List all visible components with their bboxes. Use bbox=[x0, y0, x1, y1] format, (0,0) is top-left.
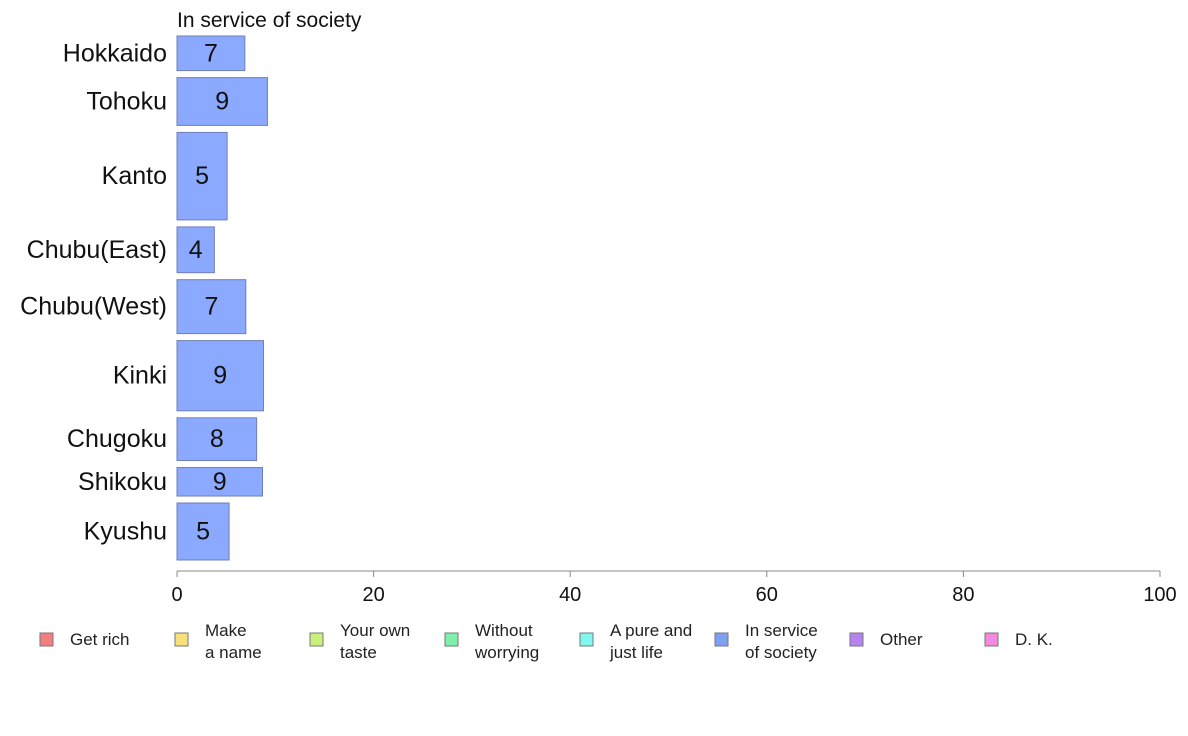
data-label: 9 bbox=[213, 362, 227, 390]
legend-label: Other bbox=[880, 630, 923, 649]
legend-swatch bbox=[444, 632, 459, 647]
legend: Get rich Make a name Your own taste Without wo… bbox=[39, 621, 1053, 662]
chart-title: In service of society bbox=[177, 9, 362, 32]
legend-swatch bbox=[309, 632, 324, 647]
category-label: Chubu(East) bbox=[27, 236, 167, 264]
data-label: 9 bbox=[215, 88, 229, 116]
legend-swatch bbox=[849, 632, 864, 647]
legend-swatch bbox=[39, 632, 54, 647]
legend-label: D. K. bbox=[1015, 630, 1053, 649]
x-tick-label: 40 bbox=[559, 584, 581, 606]
x-tick-label: 100 bbox=[1143, 584, 1176, 606]
category-label: Chubu(West) bbox=[20, 293, 167, 321]
bar bbox=[176, 131, 228, 221]
data-label: 4 bbox=[189, 236, 203, 264]
category-label: Hokkaido bbox=[63, 39, 167, 67]
x-tick-label: 80 bbox=[952, 584, 974, 606]
bar bbox=[176, 467, 264, 497]
bar bbox=[176, 279, 247, 335]
category-label: Tohoku bbox=[86, 88, 167, 116]
x-axis: 0 20 40 60 80 100 bbox=[171, 570, 1177, 606]
legend-label: Get rich bbox=[70, 630, 130, 649]
bar bbox=[176, 35, 246, 72]
legend-swatch bbox=[174, 632, 189, 647]
x-tick-label: 20 bbox=[362, 584, 384, 606]
category-label: Chugoku bbox=[67, 425, 167, 453]
x-tick-label: 0 bbox=[171, 584, 182, 606]
bar bbox=[176, 77, 268, 126]
legend-label: Make a name bbox=[205, 621, 262, 662]
bar bbox=[176, 502, 230, 561]
data-label: 8 bbox=[210, 425, 224, 453]
category-label: Kanto bbox=[102, 162, 167, 190]
legend-label: Your own taste bbox=[340, 621, 410, 662]
x-tick-label: 60 bbox=[756, 584, 778, 606]
legend-swatch bbox=[714, 632, 729, 647]
bar bbox=[176, 417, 258, 462]
data-label: 7 bbox=[204, 39, 218, 67]
data-label: 7 bbox=[204, 293, 218, 321]
category-label: Shikoku bbox=[78, 468, 167, 496]
bar bbox=[176, 226, 215, 274]
legend-label: A pure and just life bbox=[609, 621, 692, 662]
legend-swatch bbox=[579, 632, 594, 647]
bar-series: Hokkaido 7 Tohoku 9 Kanto 5 Chubu(East) 4 Chubu(… bbox=[20, 35, 268, 561]
data-label: 5 bbox=[195, 162, 209, 190]
legend-swatch bbox=[984, 632, 999, 647]
legend-label: In service of society bbox=[745, 621, 818, 662]
data-label: 5 bbox=[196, 518, 210, 546]
legend-label: Without worrying bbox=[474, 621, 539, 662]
bar bbox=[176, 340, 265, 412]
category-label: Kinki bbox=[113, 362, 167, 390]
category-label: Kyushu bbox=[84, 518, 167, 546]
data-label: 9 bbox=[213, 468, 227, 496]
